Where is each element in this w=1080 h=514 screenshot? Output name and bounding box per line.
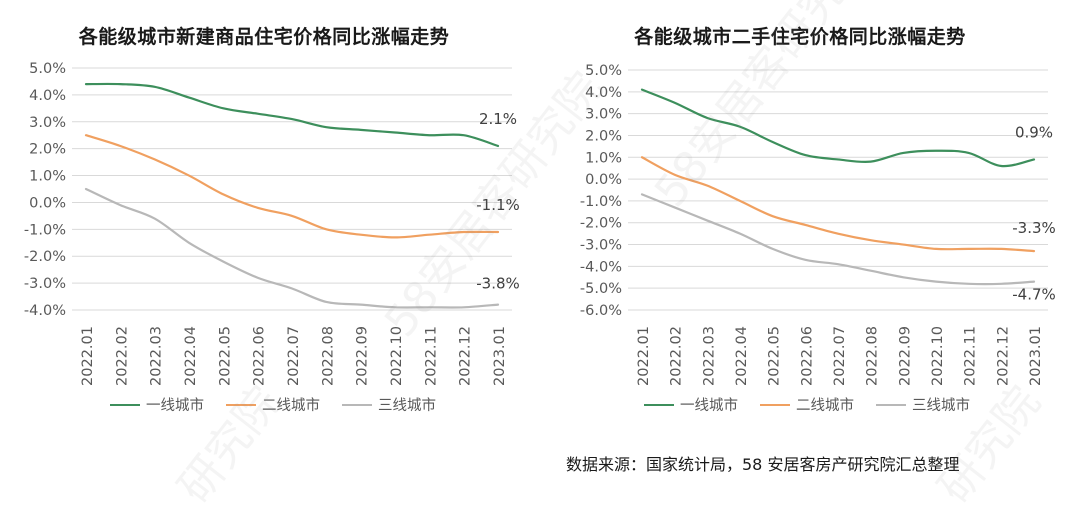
legend-swatch-tier2 (226, 403, 256, 406)
legend-item-tier2: 二线城市 (226, 394, 320, 415)
y-tick-label: 5.0% (585, 63, 622, 79)
legend-swatch-tier2 (760, 403, 790, 406)
x-tick-label: 2022.07 (286, 326, 302, 386)
series-line-1 (84, 82, 500, 148)
x-tick-label: 2022.02 (669, 326, 685, 386)
x-tick-label: 2022.11 (423, 326, 439, 386)
series-line-2 (640, 156, 1036, 253)
data-label: 2.1% (479, 110, 517, 128)
x-tick-label: 2022.12 (458, 326, 474, 386)
y-tick-label: 3.0% (29, 115, 66, 131)
chart-plot-resale-homes: 5.0% 4.0% 3.0% 2.0% 1.0% 0.0% -1.0% -2.0% -3.0% -… (580, 63, 1056, 386)
x-tick-label: 2022.01 (80, 326, 96, 386)
x-tick-label: 2022.05 (767, 326, 783, 386)
chart-title: 各能级城市二手住宅价格同比涨幅走势 (634, 26, 966, 48)
y-tick-label: -5.0% (580, 281, 622, 297)
legend-label-tier2: 二线城市 (796, 398, 854, 414)
x-tick-label: 2022.03 (701, 326, 717, 386)
x-tick-label: 2022.10 (930, 326, 946, 386)
x-tick-label: 2022.08 (865, 326, 881, 386)
x-tick-label: 2022.09 (355, 326, 371, 386)
x-tick-label: 2022.12 (995, 326, 1011, 386)
y-tick-label: -3.0% (24, 276, 66, 292)
y-tick-label: 5.0% (29, 61, 66, 77)
x-tick-label: 2022.06 (799, 326, 815, 386)
y-tick-label: 0.0% (585, 172, 622, 188)
y-tick-label: -2.0% (24, 249, 66, 265)
data-label: -4.7% (1012, 286, 1056, 304)
x-tick-label: 2022.03 (149, 326, 165, 386)
y-tick-label: 4.0% (29, 88, 66, 104)
x-tick-label: 2022.07 (832, 326, 848, 386)
y-tick-label: -4.0% (580, 259, 622, 275)
series-line-2 (84, 134, 500, 239)
x-tick-label: 2022.08 (320, 326, 336, 386)
data-label: -3.8% (476, 275, 520, 293)
series-line-3 (640, 193, 1036, 286)
chart-new-homes: 各能级城市新建商品住宅价格同比涨幅走势 5.0% 4.0% 3.0% 2.0% 1.0%… (0, 0, 540, 430)
y-tick-label: 0.0% (29, 195, 66, 211)
data-label: 0.9% (1015, 123, 1053, 141)
legend-item-tier1: 一线城市 (644, 394, 738, 415)
data-label: -1.1% (476, 196, 520, 214)
legend-label-tier2: 二线城市 (262, 398, 320, 414)
chart-title: 各能级城市新建商品住宅价格同比涨幅走势 (78, 26, 450, 48)
x-tick-label: 2023.01 (1028, 326, 1044, 386)
x-tick-label: 2022.04 (734, 326, 750, 386)
x-tick-label: 2022.04 (183, 326, 199, 386)
y-tick-label: 1.0% (585, 150, 622, 166)
legend-label-tier1: 一线城市 (146, 398, 204, 414)
data-label: -3.3% (1012, 219, 1056, 237)
source-note: 数据来源：国家统计局，58 安居客房产研究院汇总整理 (566, 455, 960, 474)
series-line-3 (84, 187, 500, 309)
legend-swatch-tier1 (110, 403, 140, 406)
x-tick-label: 2022.02 (114, 326, 130, 386)
chart-resale-homes: 各能级城市二手住宅价格同比涨幅走势 5.0% 4.0% 3.0% 2.0% 1.0% 0.… (540, 0, 1080, 430)
legend-swatch-tier3 (876, 403, 906, 406)
x-tick-label: 2022.11 (963, 326, 979, 386)
y-tick-label: -6.0% (580, 303, 622, 319)
y-tick-label: -4.0% (24, 303, 66, 319)
y-tick-label: 1.0% (29, 169, 66, 185)
legend-item-tier3: 三线城市 (342, 394, 436, 415)
x-tick-label: 2022.01 (636, 326, 652, 386)
legend-label-tier1: 一线城市 (680, 398, 738, 414)
y-tick-label: 2.0% (585, 128, 622, 144)
legend-label-tier3: 三线城市 (378, 398, 436, 414)
y-tick-label: -1.0% (580, 194, 622, 210)
series-line-1 (640, 88, 1036, 168)
y-tick-label: 4.0% (585, 85, 622, 101)
chart-legend: 一线城市 二线城市 三线城市 (644, 394, 970, 415)
x-tick-label: 2022.09 (897, 326, 913, 386)
legend-item-tier2: 二线城市 (760, 394, 854, 415)
x-tick-label: 2022.10 (389, 326, 405, 386)
y-tick-label: -1.0% (24, 222, 66, 238)
legend-item-tier3: 三线城市 (876, 394, 970, 415)
legend-label-tier3: 三线城市 (912, 398, 970, 414)
legend-swatch-tier3 (342, 403, 372, 406)
y-tick-label: -3.0% (580, 238, 622, 254)
legend-item-tier1: 一线城市 (110, 394, 204, 415)
legend-swatch-tier1 (644, 403, 674, 406)
y-tick-label: 3.0% (585, 107, 622, 123)
chart-legend: 一线城市 二线城市 三线城市 (110, 394, 436, 415)
y-tick-label: 2.0% (29, 142, 66, 158)
x-tick-label: 2023.01 (492, 326, 508, 386)
x-tick-label: 2022.06 (252, 326, 268, 386)
y-tick-label: -2.0% (580, 216, 622, 232)
chart-plot-new-homes: 5.0% 4.0% 3.0% 2.0% 1.0% 0.0% -1.0% -2.0% -3.0% -… (24, 61, 520, 386)
x-tick-label: 2022.05 (217, 326, 233, 386)
